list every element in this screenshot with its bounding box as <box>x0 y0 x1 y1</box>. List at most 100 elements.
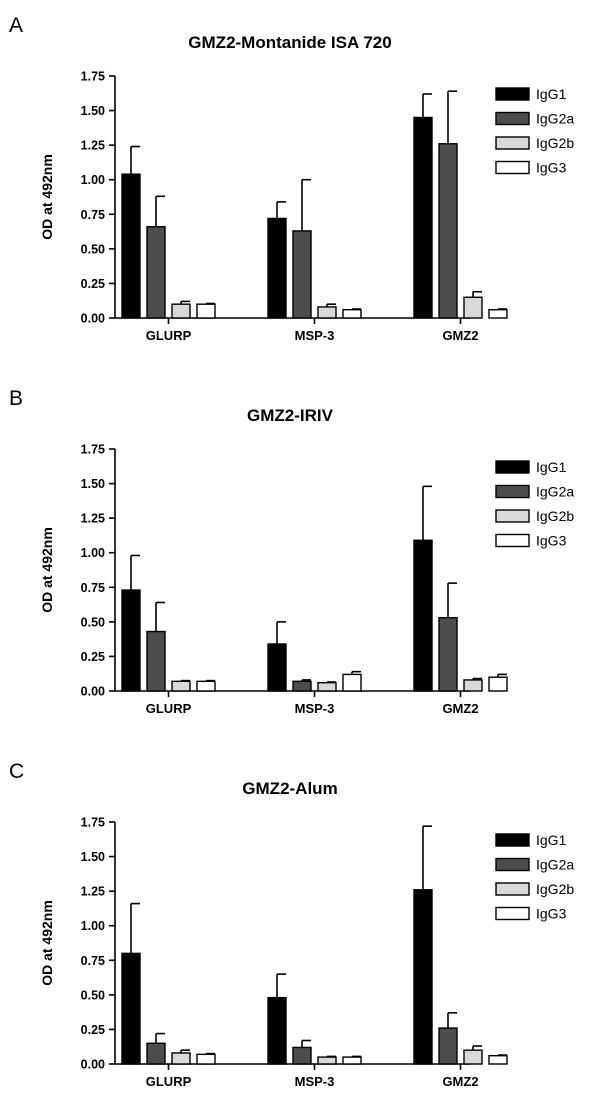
bar-igg3-glurp <box>196 680 216 692</box>
chart-panel-a: A GMZ2-Montanide ISA 720 OD at 492nm 0.00 0.… <box>9 14 574 343</box>
chart-title: GMZ2-Montanide ISA 720 <box>188 33 391 52</box>
legend-swatch <box>495 160 530 175</box>
y-tick-label: 1.75 <box>81 443 105 457</box>
panel-letter: C <box>9 760 24 783</box>
bar-igg2b-glurp <box>171 303 191 319</box>
bar-igg1-msp-3 <box>267 643 287 692</box>
bar-igg2a-gmz2 <box>438 143 458 319</box>
bar-igg1-gmz2 <box>413 116 433 319</box>
panel-letter: B <box>9 387 23 410</box>
bar-igg1-msp-3 <box>267 217 287 319</box>
legend-swatch <box>495 111 530 126</box>
y-tick-label: 1.75 <box>81 816 105 830</box>
y-tick-label: 0.50 <box>81 988 105 1002</box>
y-tick-label: 1.00 <box>81 919 105 933</box>
bar-igg2a-gmz2 <box>438 1027 458 1065</box>
y-tick-label: 0.75 <box>81 954 105 968</box>
y-tick-label: 1.50 <box>81 477 105 491</box>
bar-igg2b-gmz2 <box>463 1049 483 1065</box>
bar-igg3-gmz2 <box>488 309 508 319</box>
bar-igg1-glurp <box>121 173 141 319</box>
bar-igg2b-msp-3 <box>317 306 337 319</box>
bar-igg1-msp-3 <box>267 996 287 1065</box>
legend-swatch <box>495 484 530 499</box>
bar-igg2a-glurp <box>146 226 166 319</box>
bar-igg3-msp-3 <box>342 1056 362 1065</box>
y-tick-label: 0.00 <box>81 1058 105 1072</box>
chart-title: GMZ2-Alum <box>242 779 337 798</box>
y-tick-label: 0.50 <box>81 242 105 256</box>
legend-swatch <box>495 87 530 101</box>
category-label: GLURP <box>146 701 192 716</box>
chart-title: GMZ2-IRIV <box>247 406 334 425</box>
legend-swatch <box>495 906 530 921</box>
category-label: MSP-3 <box>295 1074 335 1089</box>
y-tick-label: 1.25 <box>81 885 105 899</box>
bar-igg3-glurp <box>196 1053 216 1065</box>
legend-label: IgG2a <box>536 857 574 873</box>
y-axis-label: OD at 492nm <box>39 154 55 240</box>
legend-swatch <box>495 460 530 474</box>
bar-igg2a-msp-3 <box>292 680 312 692</box>
y-axis-label: OD at 492nm <box>39 900 55 986</box>
y-axis-label: OD at 492nm <box>39 527 55 613</box>
y-tick-label: 0.75 <box>81 581 105 595</box>
legend-swatch <box>495 833 530 847</box>
bar-igg2b-gmz2 <box>463 679 483 692</box>
legend-swatch <box>495 857 530 872</box>
legend-swatch <box>495 509 530 523</box>
legend-label: IgG1 <box>536 832 567 848</box>
y-tick-label: 0.25 <box>81 650 105 664</box>
bar-igg2a-gmz2 <box>438 617 458 692</box>
legend-swatch <box>495 533 530 548</box>
legend-label: IgG2b <box>536 135 574 151</box>
y-tick-label: 0.25 <box>81 277 105 291</box>
category-label: MSP-3 <box>295 328 335 343</box>
y-tick-label: 0.75 <box>81 208 105 222</box>
bar-igg1-glurp <box>121 952 141 1065</box>
bar-igg3-msp-3 <box>342 309 362 319</box>
category-label: GMZ2 <box>442 701 478 716</box>
panel-letter: A <box>9 14 23 37</box>
bar-igg3-gmz2 <box>488 1055 508 1065</box>
chart-panel-c: C GMZ2-Alum OD at 492nm 0.00 0.25 0.50 0.75 1.0… <box>9 760 574 1089</box>
bar-igg1-gmz2 <box>413 889 433 1065</box>
category-label: MSP-3 <box>295 701 335 716</box>
category-label: GLURP <box>146 328 192 343</box>
bar-igg2a-msp-3 <box>292 1046 312 1065</box>
y-tick-label: 1.25 <box>81 139 105 153</box>
bar-igg1-glurp <box>121 589 141 692</box>
y-tick-label: 1.25 <box>81 512 105 526</box>
legend-label: IgG3 <box>536 906 567 922</box>
y-tick-label: 0.00 <box>81 312 105 326</box>
category-label: GMZ2 <box>442 328 478 343</box>
y-tick-label: 1.75 <box>81 70 105 84</box>
bar-igg2b-glurp <box>171 680 191 692</box>
bar-igg3-glurp <box>196 303 216 319</box>
bar-igg2a-glurp <box>146 1042 166 1065</box>
bar-igg3-msp-3 <box>342 673 362 692</box>
category-label: GLURP <box>146 1074 192 1089</box>
legend-label: IgG3 <box>536 533 567 549</box>
y-tick-label: 0.25 <box>81 1023 105 1037</box>
bar-igg2b-glurp <box>171 1052 191 1065</box>
legend-swatch <box>495 882 530 896</box>
bar-igg3-gmz2 <box>488 676 508 692</box>
bar-igg2a-msp-3 <box>292 230 312 319</box>
y-tick-label: 1.00 <box>81 173 105 187</box>
category-label: GMZ2 <box>442 1074 478 1089</box>
y-tick-label: 1.50 <box>81 104 105 118</box>
bar-igg2b-msp-3 <box>317 682 337 692</box>
bar-igg2b-msp-3 <box>317 1056 337 1065</box>
y-tick-label: 1.00 <box>81 546 105 560</box>
y-tick-label: 1.50 <box>81 850 105 864</box>
legend-label: IgG3 <box>536 160 567 176</box>
y-tick-label: 0.50 <box>81 615 105 629</box>
bar-igg2a-glurp <box>146 630 166 692</box>
legend-label: IgG1 <box>536 459 567 475</box>
legend-label: IgG2a <box>536 111 574 127</box>
y-tick-label: 0.00 <box>81 685 105 699</box>
legend-label: IgG1 <box>536 86 567 102</box>
legend-label: IgG2b <box>536 508 574 524</box>
